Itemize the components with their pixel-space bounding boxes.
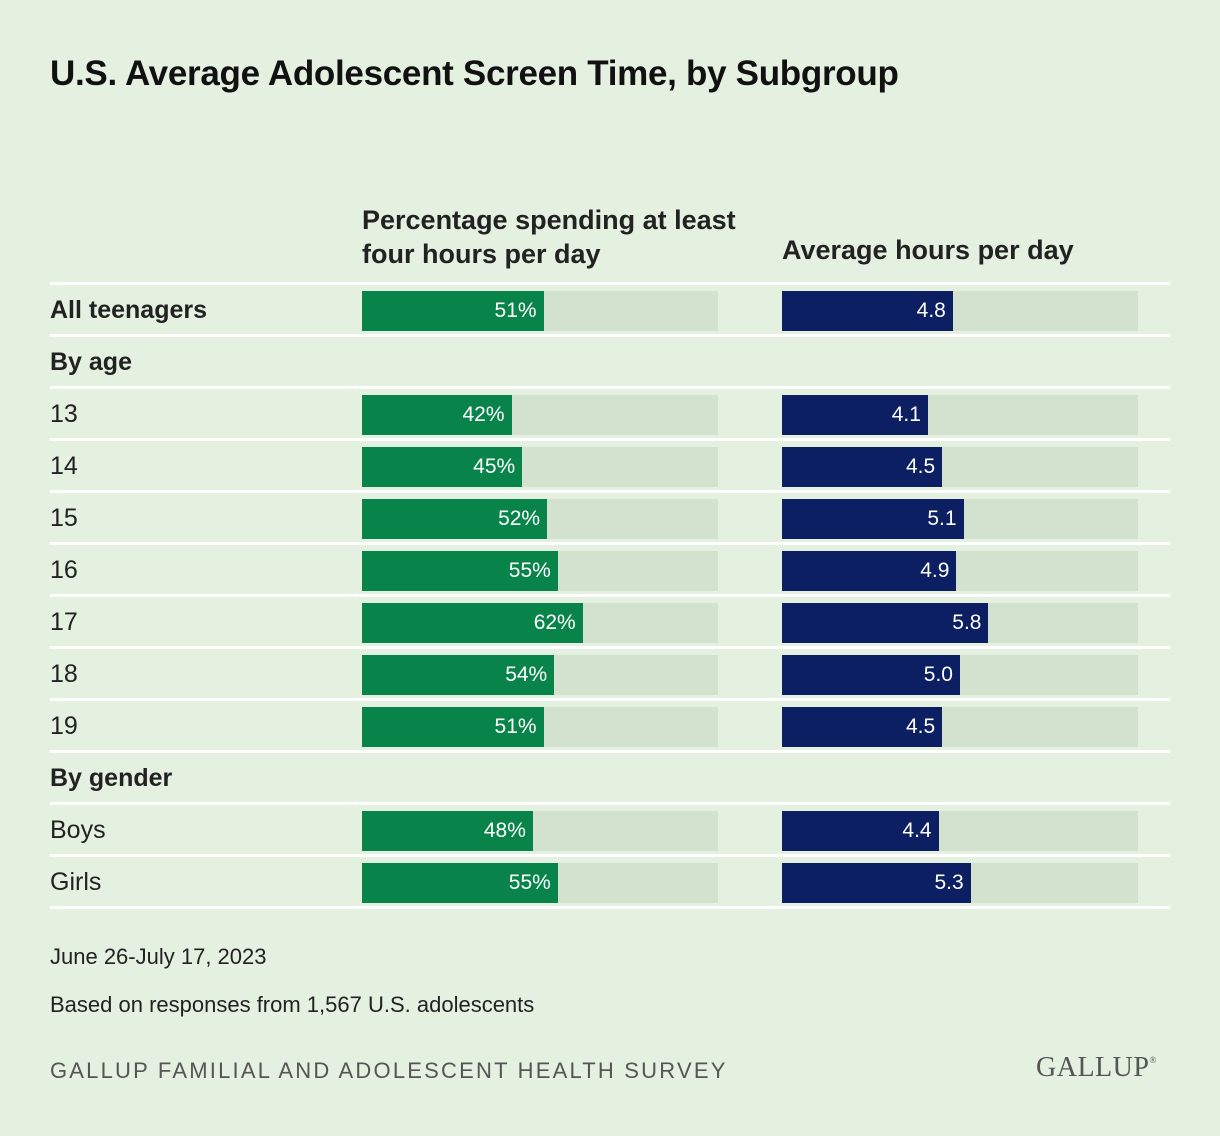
row-label: 16 [50, 556, 78, 584]
gallup-logo: GALLUP® [1036, 1052, 1157, 1084]
percentage-bar: 42% [362, 395, 512, 435]
registered-mark: ® [1149, 1055, 1157, 1065]
percentage-bar: 48% [362, 811, 533, 851]
percentage-value-label: 62% [533, 611, 576, 634]
percentage-value-label: 45% [473, 455, 516, 478]
percentage-value-label: 55% [508, 871, 551, 894]
table-row: 13 42% 4.1 [50, 386, 1170, 438]
hours-bar-track: 5.3 [782, 863, 1138, 903]
sample-note: Based on responses from 1,567 U.S. adole… [50, 992, 535, 1017]
table-row: All teenagers 51% 4.8 [50, 282, 1170, 334]
hours-value-label: 4.1 [891, 403, 921, 426]
percentage-bar-track: 62% [362, 603, 718, 643]
percentage-value-label: 54% [505, 663, 548, 686]
hours-bar-track: 5.1 [782, 499, 1138, 539]
percentage-value-label: 51% [494, 299, 537, 322]
section-label: By gender [50, 764, 173, 792]
percentage-bar-track: 51% [362, 707, 718, 747]
table-row: Girls 55% 5.3 [50, 854, 1170, 906]
hours-bar-track: 4.5 [782, 707, 1138, 747]
hours-bar: 4.4 [782, 811, 939, 851]
percentage-bar: 55% [362, 551, 558, 591]
hours-value-label: 4.5 [905, 715, 936, 738]
table-row: Boys 48% 4.4 [50, 802, 1170, 854]
hours-bar-track: 4.8 [782, 291, 1138, 331]
percentage-column-header: Percentage spending at least four hours … [362, 205, 736, 269]
hours-bar-track: 4.5 [782, 447, 1138, 487]
hours-bar: 4.5 [782, 447, 943, 487]
table-row: 15 52% 5.1 [50, 490, 1170, 542]
hours-bar-track: 5.0 [782, 655, 1138, 695]
hours-bar: 5.3 [782, 863, 971, 903]
percentage-bar-track: 45% [362, 447, 718, 487]
percentage-bar-track: 55% [362, 863, 718, 903]
percentage-value-label: 52% [498, 507, 541, 530]
row-label: Boys [50, 816, 106, 844]
hours-value-label: 4.5 [905, 455, 936, 478]
percentage-bar-track: 42% [362, 395, 718, 435]
percentage-bar: 52% [362, 499, 548, 539]
hours-value-label: 4.8 [916, 299, 946, 322]
hours-bar: 5.0 [782, 655, 960, 695]
row-label: All teenagers [50, 296, 208, 324]
table-row: 19 51% 4.5 [50, 698, 1170, 750]
percentage-bar-track: 55% [362, 551, 718, 591]
percentage-bar: 55% [362, 863, 558, 903]
hours-value-label: 4.9 [920, 559, 950, 582]
hours-bar: 4.8 [782, 291, 953, 331]
percentage-bar-track: 51% [362, 291, 718, 331]
percentage-bar: 62% [362, 603, 583, 643]
hours-bar-track: 5.8 [782, 603, 1138, 643]
gallup-logo-text: GALLUP [1036, 1052, 1150, 1083]
percentage-value-label: 55% [508, 559, 551, 582]
table-row: 18 54% 5.0 [50, 646, 1170, 698]
row-label: 15 [50, 504, 78, 532]
survey-name: GALLUP FAMILIAL AND ADOLESCENT HEALTH SU… [50, 1058, 728, 1083]
hours-bar: 4.9 [782, 551, 957, 591]
hours-bar-track: 4.4 [782, 811, 1138, 851]
hours-bar: 5.1 [782, 499, 964, 539]
percentage-value-label: 48% [483, 819, 526, 842]
hours-value-label: 4.4 [902, 819, 932, 842]
hours-bar: 5.8 [782, 603, 989, 643]
percentage-value-label: 42% [462, 403, 505, 426]
row-label: 14 [50, 452, 78, 480]
table-row: 16 55% 4.9 [50, 542, 1170, 594]
hours-bar-track: 4.9 [782, 551, 1138, 591]
row-label: Girls [50, 868, 102, 896]
row-label: 19 [50, 712, 78, 740]
percentage-bar: 45% [362, 447, 523, 487]
survey-date: June 26-July 17, 2023 [50, 944, 267, 969]
section-row: By age [50, 334, 1170, 386]
table-row: 14 45% 4.5 [50, 438, 1170, 490]
percentage-bar: 51% [362, 291, 544, 331]
hours-bar-track: 4.1 [782, 395, 1138, 435]
row-label: 18 [50, 660, 78, 688]
hours-value-label: 5.1 [927, 507, 957, 530]
percentage-bar-track: 52% [362, 499, 718, 539]
hours-value-label: 5.0 [923, 663, 953, 686]
percentage-bar-track: 54% [362, 655, 718, 695]
percentage-bar-track: 48% [362, 811, 718, 851]
row-label: 17 [50, 608, 78, 636]
section-row: By gender [50, 750, 1170, 802]
hours-value-label: 5.8 [952, 611, 982, 634]
chart-title: U.S. Average Adolescent Screen Time, by … [50, 54, 899, 93]
bottom-divider [50, 906, 1170, 909]
section-label: By age [50, 348, 132, 376]
percentage-bar: 51% [362, 707, 544, 747]
percentage-bar: 54% [362, 655, 555, 695]
hours-bar: 4.1 [782, 395, 928, 435]
row-label: 13 [50, 400, 78, 428]
hours-column-header: Average hours per day [782, 235, 1074, 265]
hours-bar: 4.5 [782, 707, 943, 747]
percentage-value-label: 51% [494, 715, 537, 738]
table-row: 17 62% 5.8 [50, 594, 1170, 646]
hours-value-label: 5.3 [934, 871, 964, 894]
